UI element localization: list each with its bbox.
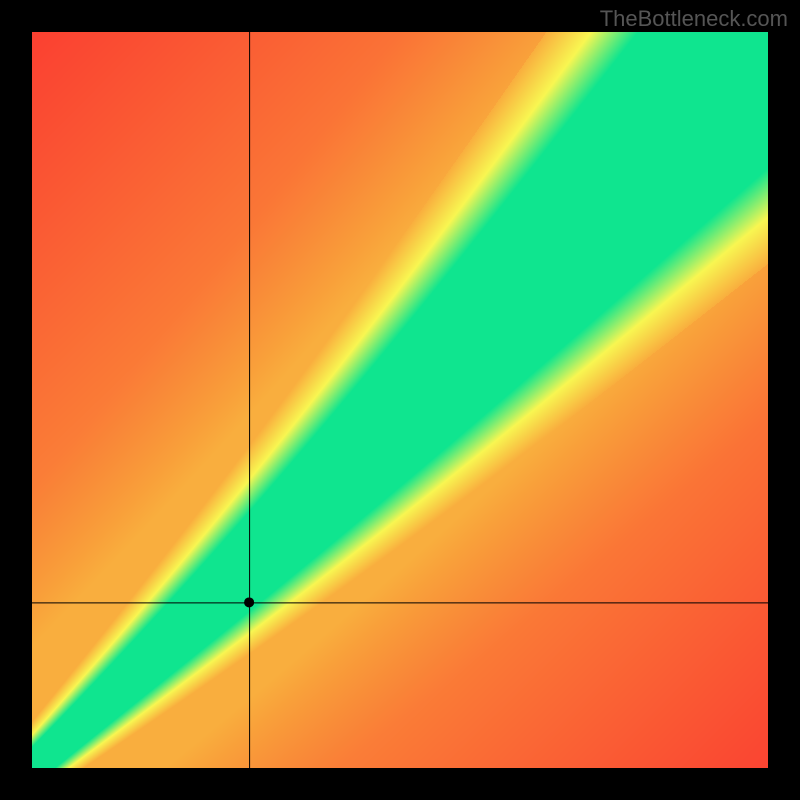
chart-container: TheBottleneck.com	[0, 0, 800, 800]
watermark-label: TheBottleneck.com	[600, 6, 788, 32]
heatmap-canvas	[32, 32, 768, 768]
